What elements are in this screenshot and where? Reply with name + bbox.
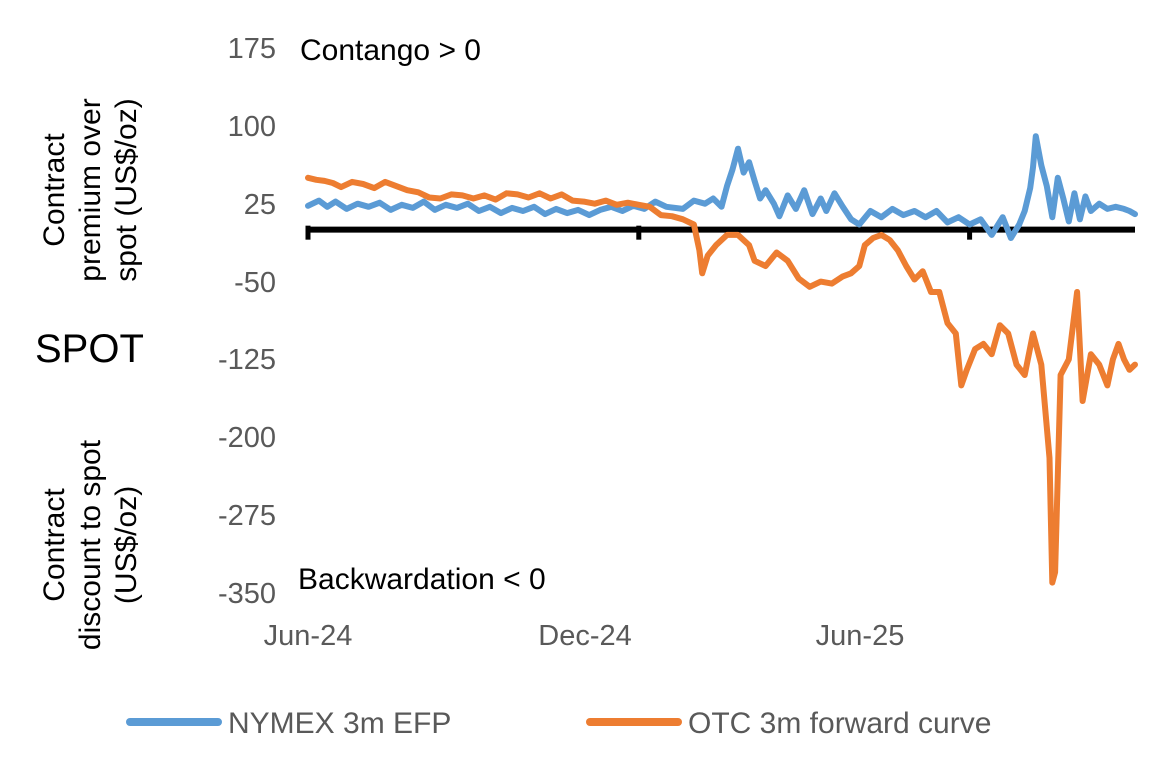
y-tick-neg275: -275 (218, 500, 276, 532)
x-tick-labels: Jun-24 Dec-24 Jun-25 (264, 620, 905, 652)
y-axis-label-lower: Contract discount to spot (US$/oz) (38, 439, 143, 650)
y-tick-neg50: -50 (234, 267, 276, 299)
backwardation-annotation: Backwardation < 0 (298, 563, 546, 596)
y-label-lower-line2: discount to spot (74, 439, 107, 650)
legend-label-nymex: NYMEX 3m EFP (228, 707, 451, 740)
series-line-nymex-3m-efp (305, 133, 1138, 241)
y-label-upper-line2: premium over (74, 98, 107, 281)
x-tick-jun25: Jun-25 (816, 620, 905, 652)
legend: NYMEX 3m EFP OTC 3m forward curve (126, 707, 991, 740)
y-tick-25: 25 (244, 189, 276, 221)
x-tick-dec24: Dec-24 (538, 620, 632, 652)
y-tick-neg350: -350 (218, 578, 276, 610)
contango-annotation: Contango > 0 (300, 34, 481, 67)
y-axis-label-upper: Contract premium over spot (US$/oz) (38, 98, 143, 281)
y-label-upper-line1: Contract (38, 133, 71, 247)
y-tick-neg125: -125 (218, 344, 276, 376)
y-tick-labels: 175 100 25 -50 -125 -200 -275 -350 (218, 33, 276, 610)
spot-label: SPOT (35, 327, 144, 371)
x-tick-jun24: Jun-24 (264, 620, 353, 652)
y-label-lower-line3: (US$/oz) (110, 486, 143, 604)
y-label-lower-line1: Contract (38, 488, 71, 602)
y-label-upper-line3: spot (US$/oz) (110, 98, 143, 281)
series-line-otc-3m-forward-curve (305, 174, 1138, 586)
y-tick-175: 175 (228, 33, 276, 65)
y-tick-neg200: -200 (218, 422, 276, 454)
legend-label-otc: OTC 3m forward curve (688, 707, 991, 740)
y-tick-100: 100 (228, 111, 276, 143)
